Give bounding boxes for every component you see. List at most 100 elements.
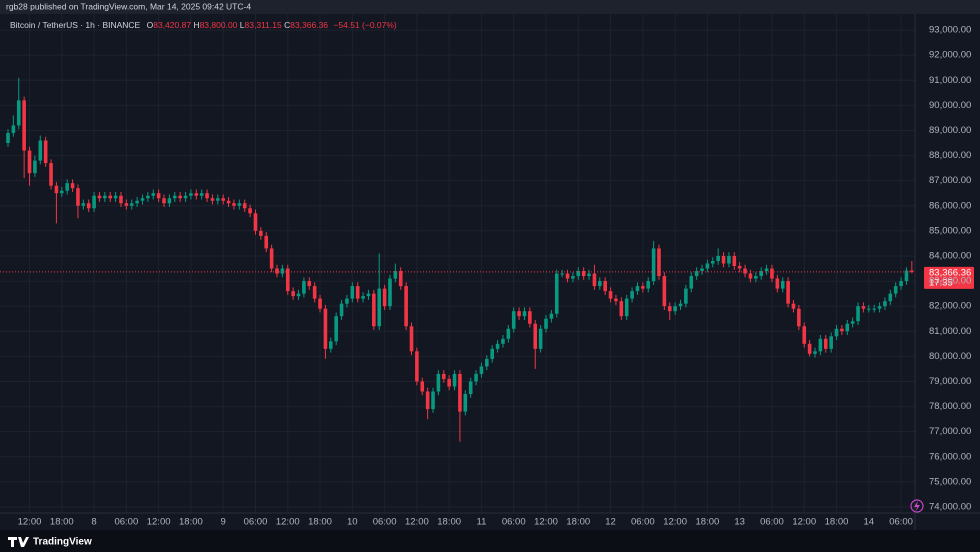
candle-body xyxy=(447,378,451,387)
candle-body xyxy=(829,336,833,349)
high-prefix: H xyxy=(193,20,199,30)
y-tick-label: 75,000.00 xyxy=(929,476,971,487)
x-tick-label: 18:00 xyxy=(308,517,332,528)
candle-body xyxy=(754,276,758,279)
candle-body xyxy=(598,281,602,287)
x-tick-label: 12:00 xyxy=(405,517,429,528)
candle-body xyxy=(103,195,107,199)
y-tick-label: 79,000.00 xyxy=(929,376,971,387)
candle-body xyxy=(97,195,102,199)
candle-body xyxy=(490,348,494,359)
candle-body xyxy=(485,358,489,367)
x-tick-label: 06:00 xyxy=(889,517,913,528)
y-tick-label: 80,000.00 xyxy=(929,351,971,362)
alert-circle[interactable] xyxy=(910,499,924,513)
candle-body xyxy=(302,281,306,294)
x-tick-label: 06:00 xyxy=(631,517,655,528)
y-tick-label: 76,000.00 xyxy=(929,451,971,462)
candle-body xyxy=(705,263,710,269)
candle-body xyxy=(248,208,252,214)
candle-body xyxy=(544,318,548,329)
candle-body xyxy=(786,281,790,304)
candle-body xyxy=(221,198,225,201)
candle-body xyxy=(667,306,672,312)
candles xyxy=(6,77,914,442)
close-value: 83,366.36 xyxy=(290,20,328,30)
y-tick-label: 91,000.00 xyxy=(929,75,971,86)
last-price-tag xyxy=(924,266,974,289)
y-tick-label: 88,000.00 xyxy=(929,150,971,161)
candle-body xyxy=(339,303,344,317)
candle-body xyxy=(280,268,285,274)
candle-body xyxy=(549,313,554,319)
candle-body xyxy=(673,306,677,312)
y-tick-label: 87,000.00 xyxy=(929,175,971,186)
candle-body xyxy=(425,391,430,410)
candle-body xyxy=(156,193,161,199)
candle-body xyxy=(517,311,521,317)
candle-body xyxy=(850,321,855,324)
candle-body xyxy=(587,273,591,277)
x-tick-label: 18:00 xyxy=(50,517,74,528)
candle-body xyxy=(910,270,914,272)
candle-body xyxy=(6,132,10,144)
candle-body xyxy=(651,248,656,282)
candle-body xyxy=(393,271,398,279)
candle-body xyxy=(232,203,236,206)
candle-body xyxy=(813,351,817,354)
candle-body xyxy=(791,303,796,309)
candle-body xyxy=(92,195,96,209)
candle-body xyxy=(60,190,64,194)
candle-body xyxy=(43,140,48,164)
x-tick-label: 06:00 xyxy=(502,517,526,528)
brand-logo xyxy=(8,537,29,547)
y-tick-label: 82,000.00 xyxy=(929,301,971,312)
y-tick-label: 85,000.00 xyxy=(929,225,971,236)
candle-body xyxy=(533,323,538,349)
candle-body xyxy=(748,273,753,279)
candle-body xyxy=(441,373,446,379)
candle-body xyxy=(538,328,543,349)
candle-body xyxy=(27,150,32,174)
candle-body xyxy=(226,200,231,204)
candle-body xyxy=(167,198,172,204)
byline-bar xyxy=(0,0,980,14)
candle-body xyxy=(33,160,37,174)
candle-body xyxy=(797,308,801,327)
grid xyxy=(0,14,915,513)
y-tick-label: 74,000.00 xyxy=(929,501,971,512)
x-tick-label: 18:00 xyxy=(179,517,203,528)
candle-body xyxy=(355,286,360,299)
alert-icon[interactable] xyxy=(910,499,924,513)
candle-body xyxy=(420,381,425,392)
candle-body xyxy=(506,328,511,339)
candle-body xyxy=(560,273,564,275)
candle-body xyxy=(770,268,774,279)
candle-body xyxy=(716,255,720,261)
candle-body xyxy=(700,268,704,272)
candle-body xyxy=(65,183,69,191)
x-tick-label: 11 xyxy=(477,517,487,528)
y-tick-label: 84,000.00 xyxy=(929,250,971,261)
candle-body xyxy=(646,281,651,289)
symbol: Bitcoin / TetherUS · 1h · BINANCE xyxy=(10,20,141,30)
candle-body xyxy=(312,286,317,299)
candle-body xyxy=(431,391,435,410)
candle-body xyxy=(366,293,371,297)
candle-body xyxy=(619,301,624,317)
candle-body xyxy=(216,198,220,201)
x-tick-label: 12 xyxy=(605,517,616,528)
candle-body xyxy=(22,100,26,151)
candle-body xyxy=(318,298,322,309)
candle-body xyxy=(834,328,839,337)
alert-bolt[interactable] xyxy=(914,501,920,511)
low-value: 83,311.15 xyxy=(245,20,282,30)
candle-body xyxy=(732,255,737,267)
candle-body xyxy=(81,203,86,206)
x-tick-label: 8 xyxy=(91,517,96,528)
candle-body xyxy=(415,351,419,382)
x-tick-label: 12:00 xyxy=(534,517,558,528)
y-tick-label: 83,000.00 xyxy=(929,276,971,287)
x-tick-label: 06:00 xyxy=(373,517,397,528)
